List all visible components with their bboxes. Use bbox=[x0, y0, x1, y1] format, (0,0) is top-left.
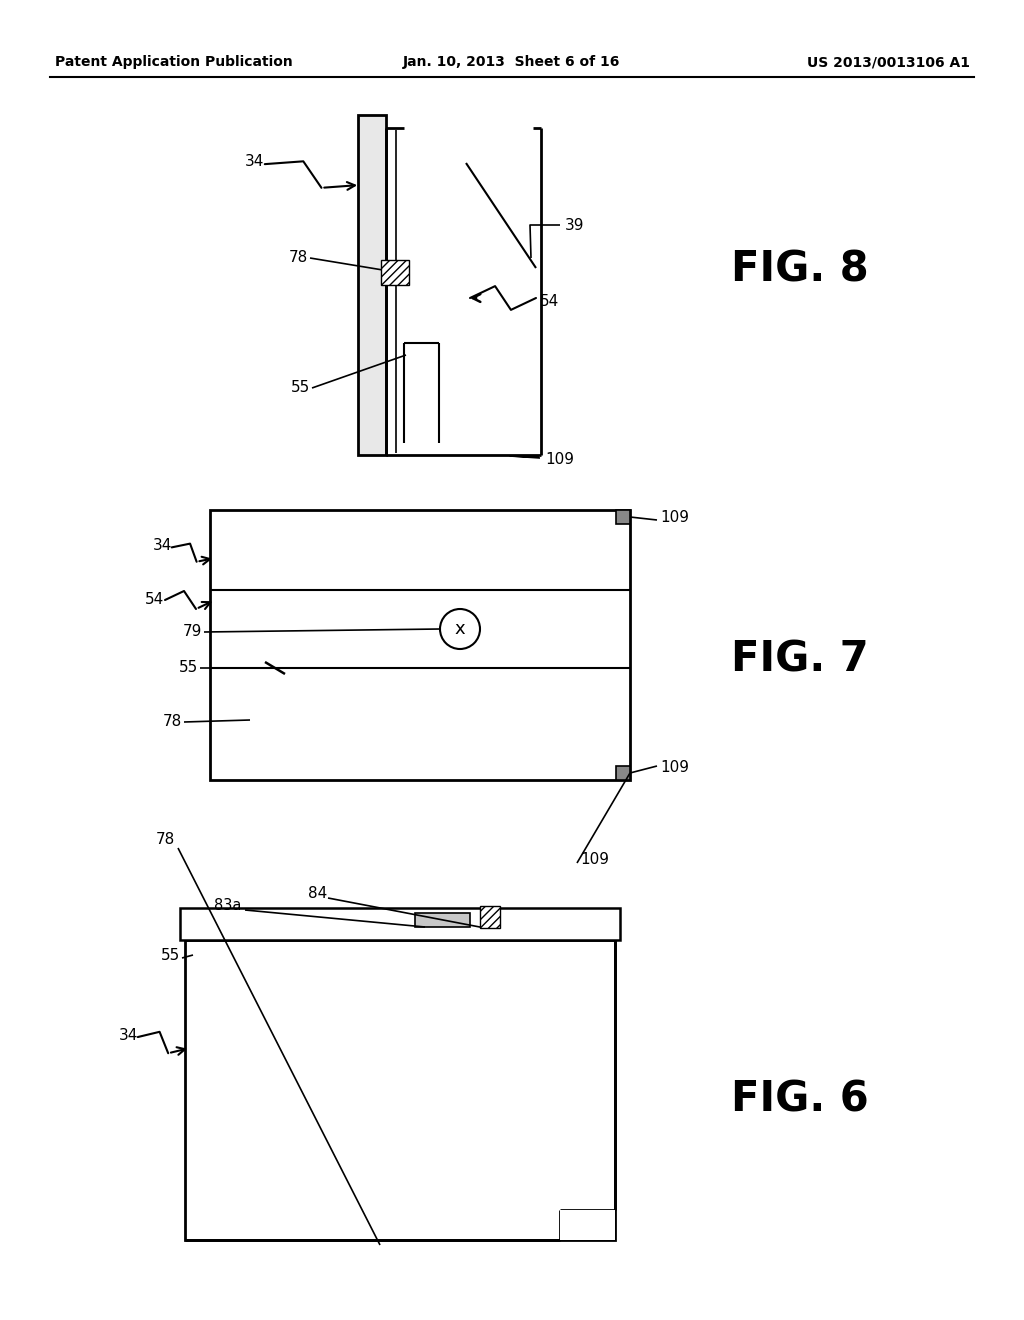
Text: 55: 55 bbox=[178, 660, 198, 676]
Text: FIG. 8: FIG. 8 bbox=[731, 249, 869, 290]
Text: x: x bbox=[455, 620, 465, 638]
Bar bbox=[616, 510, 630, 524]
Text: 109: 109 bbox=[580, 853, 609, 867]
Text: 54: 54 bbox=[145, 593, 165, 607]
Text: Patent Application Publication: Patent Application Publication bbox=[55, 55, 293, 69]
Bar bbox=[616, 766, 630, 780]
Bar bbox=[560, 1210, 615, 1239]
Bar bbox=[480, 906, 500, 928]
Text: 54: 54 bbox=[540, 294, 559, 309]
Bar bbox=[415, 913, 470, 927]
Text: 78: 78 bbox=[289, 251, 307, 265]
Text: US 2013/0013106 A1: US 2013/0013106 A1 bbox=[807, 55, 970, 69]
Bar bbox=[180, 908, 620, 940]
Text: 34: 34 bbox=[246, 154, 264, 169]
Text: 109: 109 bbox=[545, 453, 574, 467]
Text: 84: 84 bbox=[308, 886, 328, 900]
Bar bbox=[358, 115, 386, 455]
Text: FIG. 6: FIG. 6 bbox=[731, 1078, 869, 1121]
Text: 34: 34 bbox=[119, 1027, 137, 1043]
Text: 83a: 83a bbox=[214, 898, 242, 912]
Text: 78: 78 bbox=[156, 833, 175, 847]
Bar bbox=[210, 510, 630, 780]
Text: 39: 39 bbox=[565, 218, 585, 232]
Text: 34: 34 bbox=[153, 537, 172, 553]
Text: 79: 79 bbox=[182, 624, 202, 639]
Bar bbox=[185, 940, 615, 1239]
Bar bbox=[381, 260, 409, 285]
Text: Jan. 10, 2013  Sheet 6 of 16: Jan. 10, 2013 Sheet 6 of 16 bbox=[403, 55, 621, 69]
Text: 109: 109 bbox=[660, 511, 689, 525]
Text: 78: 78 bbox=[163, 714, 181, 730]
Text: FIG. 7: FIG. 7 bbox=[731, 639, 869, 681]
Text: 55: 55 bbox=[291, 380, 309, 396]
Text: 109: 109 bbox=[660, 760, 689, 776]
Text: 55: 55 bbox=[161, 948, 179, 962]
